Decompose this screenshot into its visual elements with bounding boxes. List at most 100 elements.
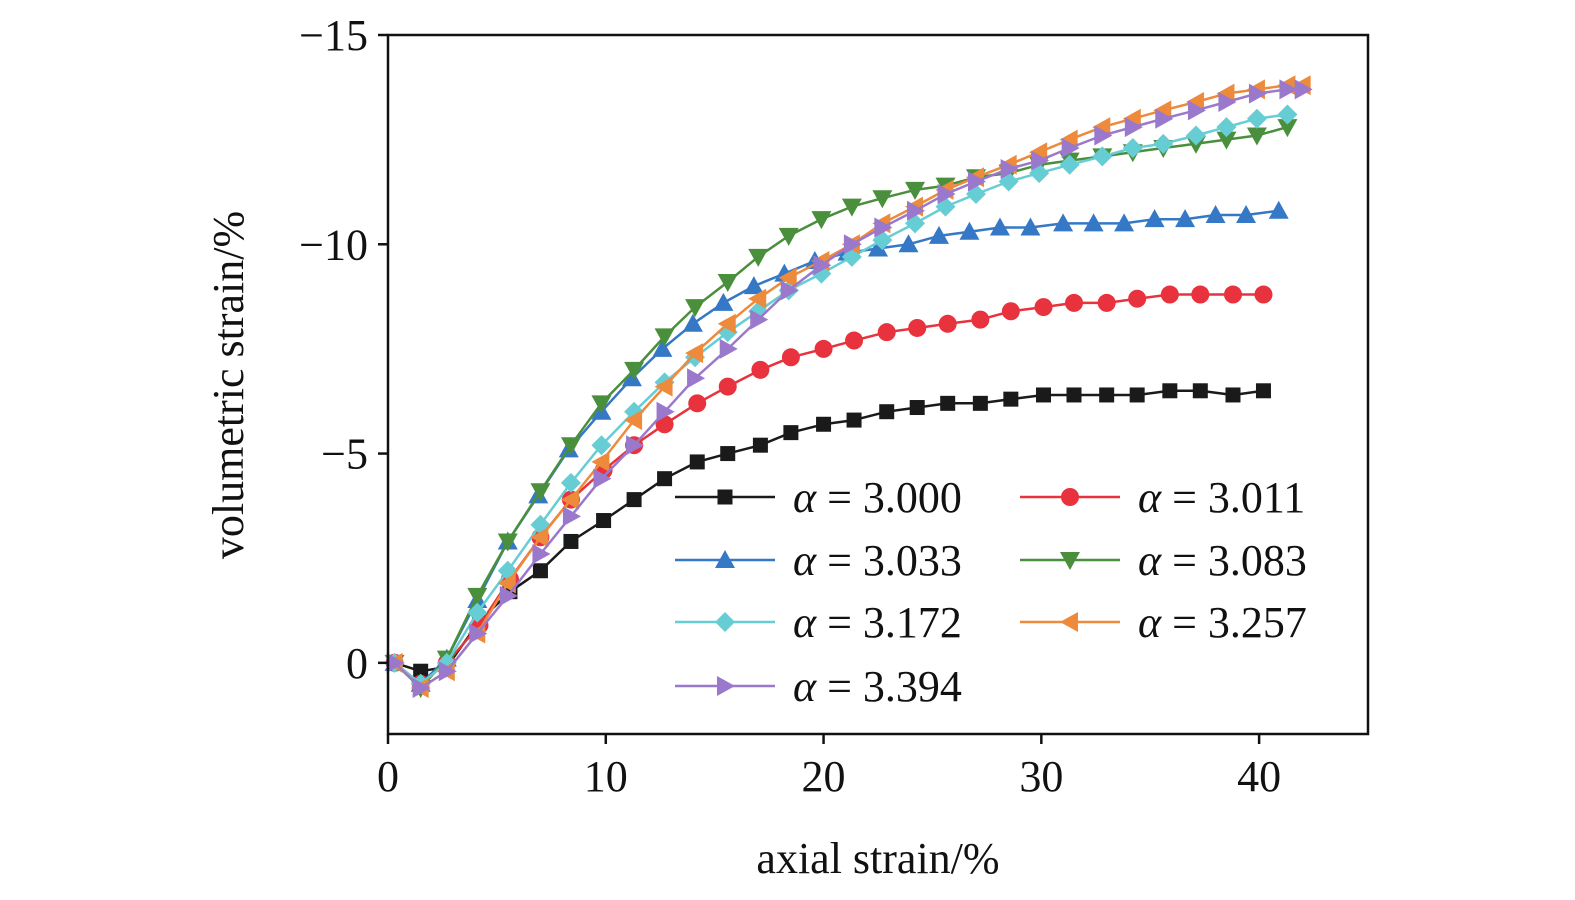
data-point xyxy=(972,395,988,411)
data-point xyxy=(1001,302,1020,321)
data-point xyxy=(813,255,832,276)
legend-alpha-symbol: α xyxy=(793,473,817,522)
data-point xyxy=(1114,213,1135,232)
data-point xyxy=(438,661,457,682)
data-point xyxy=(1268,200,1289,219)
data-point xyxy=(1246,108,1267,129)
legend-value: = 3.083 xyxy=(1161,536,1307,585)
data-point xyxy=(1254,285,1273,304)
data-point xyxy=(1192,383,1208,399)
data-point xyxy=(1185,125,1206,146)
x-tick-label: 20 xyxy=(802,752,846,801)
data-point xyxy=(752,437,768,453)
data-point xyxy=(907,200,926,221)
data-point xyxy=(687,368,706,389)
data-point xyxy=(1061,138,1080,159)
legend-value: = 3.257 xyxy=(1161,598,1307,647)
data-point xyxy=(656,401,675,422)
data-point xyxy=(1099,387,1115,403)
legend-swatch-marker xyxy=(717,676,735,696)
data-point xyxy=(624,361,645,380)
data-point xyxy=(1191,285,1210,304)
legend-swatch-marker xyxy=(1061,488,1079,506)
data-point xyxy=(593,468,612,489)
legend-alpha-symbol: α xyxy=(1138,536,1162,585)
data-point xyxy=(1216,131,1237,150)
data-point xyxy=(778,267,797,288)
data-point xyxy=(1128,289,1147,308)
data-point xyxy=(928,225,949,244)
x-axis: 0 10 20 30 40 xyxy=(377,734,1281,801)
data-point xyxy=(874,217,893,238)
legend-value: = 3.000 xyxy=(816,473,962,522)
legend-label: α = 3.083 xyxy=(1138,536,1307,585)
x-tick-label: 40 xyxy=(1237,752,1281,801)
data-point xyxy=(778,227,799,246)
y-tick-label: −10 xyxy=(299,220,368,269)
data-point xyxy=(816,416,832,432)
legend-item: α = 3.083 xyxy=(1020,536,1307,585)
data-point xyxy=(713,292,734,311)
data-point xyxy=(689,454,705,470)
data-point xyxy=(591,435,612,456)
data-point xyxy=(1094,125,1113,146)
legend-label: α = 3.011 xyxy=(1138,473,1305,522)
data-point xyxy=(841,198,862,217)
legend-item: α = 3.172 xyxy=(675,598,962,647)
legend-label: α = 3.000 xyxy=(793,473,962,522)
data-point xyxy=(718,377,737,396)
data-point xyxy=(682,313,703,332)
data-point xyxy=(1155,108,1174,129)
legend-value: = 3.011 xyxy=(1161,473,1305,522)
legend-label: α = 3.394 xyxy=(793,662,962,711)
x-tick-label: 30 xyxy=(1019,752,1063,801)
data-point xyxy=(467,587,488,606)
data-point xyxy=(532,544,551,565)
data-point xyxy=(624,410,643,431)
data-point xyxy=(1255,383,1271,399)
data-point xyxy=(652,338,673,357)
data-point xyxy=(720,446,736,462)
data-point xyxy=(413,663,429,679)
data-point xyxy=(843,234,862,255)
legend-alpha-symbol: α xyxy=(1138,473,1162,522)
legend-value: = 3.172 xyxy=(816,598,962,647)
data-point xyxy=(1279,79,1298,100)
data-point xyxy=(1144,209,1165,228)
legend-label: α = 3.172 xyxy=(793,598,962,647)
data-point xyxy=(1160,285,1179,304)
data-point xyxy=(1246,127,1267,146)
data-point xyxy=(872,190,893,209)
data-point xyxy=(497,573,516,594)
legend-value: = 3.033 xyxy=(816,536,962,585)
data-point xyxy=(560,437,581,456)
data-point xyxy=(909,400,925,416)
series-group xyxy=(386,79,1313,698)
data-point xyxy=(621,368,642,387)
legend-item: α = 3.033 xyxy=(675,536,962,585)
data-point xyxy=(1053,213,1074,232)
legend-swatch-marker xyxy=(1060,612,1078,632)
data-point xyxy=(1216,117,1237,138)
data-point xyxy=(386,652,405,673)
data-point xyxy=(532,563,548,579)
data-point xyxy=(1092,146,1113,167)
data-point xyxy=(940,395,956,411)
data-point xyxy=(1225,387,1241,403)
data-point xyxy=(877,323,896,342)
data-point xyxy=(1122,138,1143,159)
data-point xyxy=(989,217,1010,236)
data-point xyxy=(781,348,800,367)
data-point xyxy=(1162,383,1178,399)
data-point xyxy=(1277,104,1298,125)
data-point xyxy=(1218,91,1237,112)
data-point xyxy=(1248,83,1267,104)
data-point xyxy=(719,338,738,359)
data-point xyxy=(783,425,799,441)
data-point xyxy=(655,415,674,434)
legend-swatch-marker xyxy=(715,550,735,568)
data-point xyxy=(814,339,833,358)
data-point xyxy=(905,181,926,200)
data-point xyxy=(750,309,769,330)
